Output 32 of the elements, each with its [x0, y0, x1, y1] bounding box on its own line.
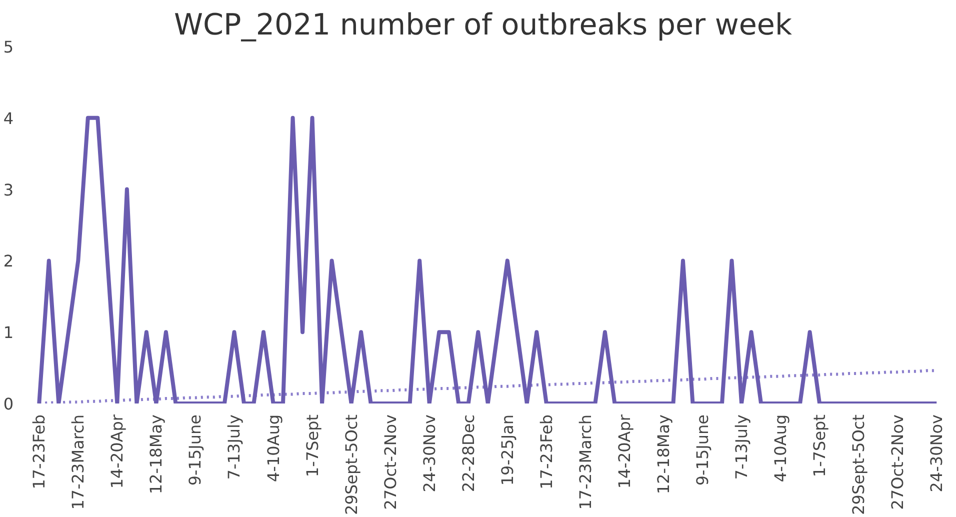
x-tick-label: 12-18May — [654, 414, 673, 494]
x-tick-label: 7-13July — [224, 414, 244, 480]
y-tick-label: 4 — [3, 108, 14, 128]
y-tick-label: 1 — [3, 323, 14, 342]
x-tick-label: 17-23Feb — [30, 414, 49, 490]
y-tick-label: 5 — [3, 38, 14, 56]
y-tick-label: 0 — [3, 394, 14, 414]
x-tick-label: 29Sept-5Oct — [849, 414, 868, 515]
x-tick-label: 17-23March — [576, 414, 595, 510]
x-tick-label: 17-23Feb — [536, 414, 556, 490]
x-tick-label: 29Sept-5Oct — [342, 414, 361, 515]
x-tick-label: 4-10Aug — [264, 414, 283, 482]
x-tick-label: 17-23March — [68, 414, 88, 510]
x-tick-label: 22-28Dec — [458, 414, 478, 492]
x-tick-label: 1-7Sept — [302, 414, 322, 478]
y-tick-label: 2 — [3, 252, 14, 271]
x-tick-label: 1-7Sept — [810, 414, 830, 478]
x-tick-label: 9-15June — [692, 414, 712, 486]
x-tick-label: 14-20Apr — [614, 414, 634, 489]
x-tick-label: 24-30Nov — [927, 414, 946, 492]
x-tick-label: 27Oct-2Nov — [888, 414, 908, 510]
x-tick-label: 9-15June — [186, 414, 205, 486]
chart-title: WCP_2021 number of outbreaks per week — [174, 8, 792, 42]
line-series — [37, 116, 939, 404]
x-tick-label: 24-30Nov — [420, 414, 439, 492]
x-tick-label: 4-10Aug — [771, 414, 790, 482]
x-tick-label: 19-25Jan — [498, 414, 517, 486]
x-tick-label: 12-18May — [146, 414, 166, 494]
x-tick-label: 27Oct-2Nov — [380, 414, 400, 510]
y-tick-label: 3 — [3, 180, 14, 200]
x-tick-label: 7-13July — [732, 414, 752, 480]
x-tick-label: 14-20Apr — [108, 414, 127, 489]
